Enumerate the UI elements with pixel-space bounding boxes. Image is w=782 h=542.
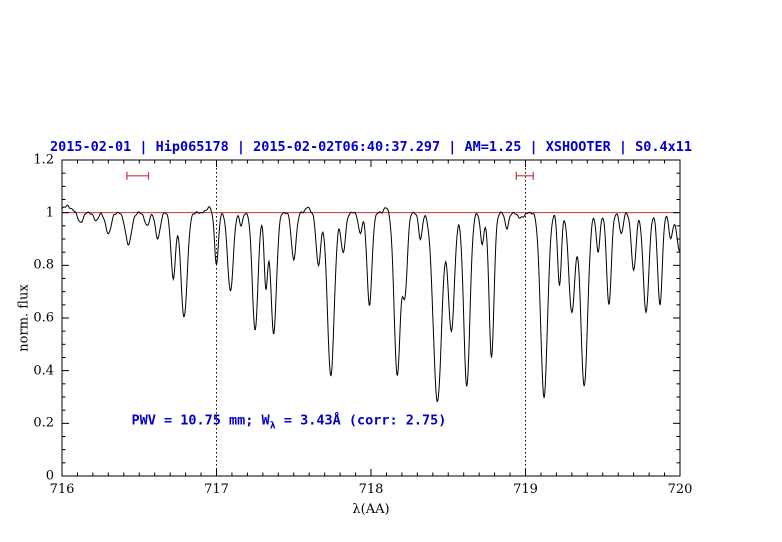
y-tick-label: 0.6 [33, 310, 54, 326]
y-tick-label: 0.4 [33, 363, 54, 379]
annotation-lambda-subscript: λ [269, 420, 276, 432]
y-tick-label: 0.8 [33, 257, 54, 273]
annotation-part1: PWV = 10.75 mm; W [131, 413, 270, 430]
pwv-annotation: PWV = 10.75 mm; Wλ = 3.43Å (corr: 2.75) [132, 413, 447, 432]
y-axis-label: norm. flux [16, 284, 32, 352]
y-tick-label: 0 [45, 468, 54, 484]
x-tick-label: 720 [667, 482, 693, 497]
x-tick-label: 718 [358, 482, 384, 497]
x-axis-label: λ(AA) [352, 502, 390, 517]
y-tick-label: 1 [45, 205, 54, 221]
x-tick-label: 719 [513, 482, 538, 497]
y-tick-label: 1.2 [33, 152, 54, 168]
plot-title-text: 2015-02-01 | Hip065178 | 2015-02-02T06:4… [49, 139, 693, 155]
spectrum-curve [61, 204, 681, 403]
y-tick-label: 0.2 [33, 415, 54, 431]
x-tick-label: 717 [204, 482, 229, 497]
annotation-part2: = 3.43Å (corr: 2.75) [275, 413, 447, 430]
x-tick-label: 716 [49, 482, 75, 497]
plot-title: 2015-02-01 | Hip065178 | 2015-02-02T06:4… [50, 139, 692, 155]
